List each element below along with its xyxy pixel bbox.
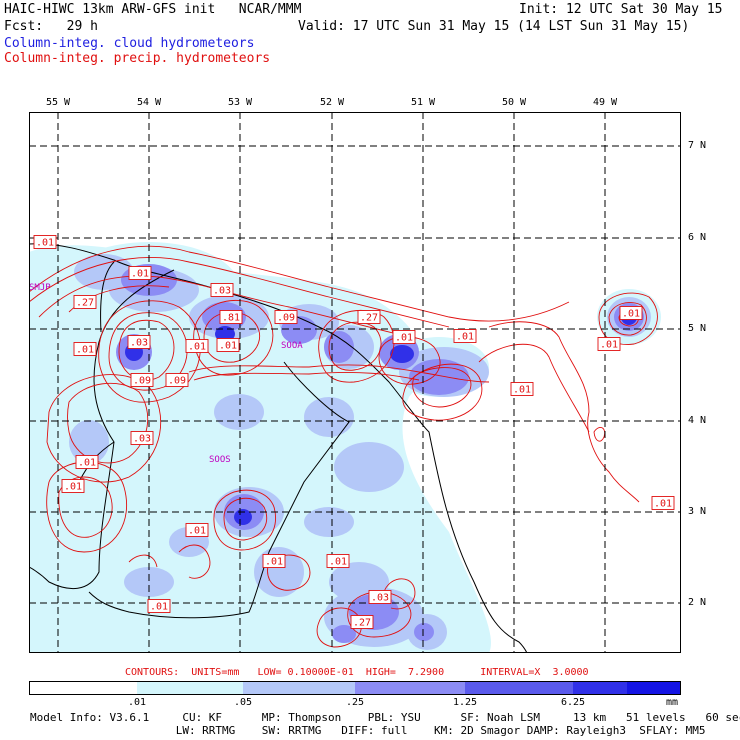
colorbar-tick: .25 [345,697,365,708]
contour-label: .01 [150,602,168,613]
contour-label: .01 [76,345,94,356]
colorbar-segment [627,681,681,695]
contour-label-box [73,342,97,356]
contour-label-box [147,599,171,613]
colorbar-segment [243,681,355,695]
contour-label-box [33,235,57,249]
contour-label-box [128,266,152,280]
contour-label: .03 [133,434,151,445]
contour-label-box [368,590,392,604]
contour-label: .01 [188,342,206,353]
contour-label: .01 [64,482,82,493]
colorbar-segment [465,681,573,695]
lat-label: 6 N [688,232,707,243]
contour-label-box [262,554,286,568]
colorbar-tick: 1.25 [452,697,478,708]
contour-label-box [185,523,209,537]
station-label: SOOA [281,341,303,351]
colorbar-units: mm [666,697,679,708]
contour-label-box [619,306,643,320]
contour-label: .01 [131,269,149,280]
lat-label: 2 N [688,597,707,608]
model-info-line2: LW: RRTMG SW: RRTMG DIFF: full KM: 2D Sm… [30,724,706,737]
contour-label: .01 [78,458,96,469]
contour-label-box [651,496,675,510]
contour-label: .01 [265,557,283,568]
contour-label-box [210,283,234,297]
contour-label: .01 [654,499,672,510]
lon-label: 51 W [410,97,436,108]
colorbar-tick: .01 [127,697,147,708]
contour-label-box [350,615,374,629]
contour-label: .27 [353,618,371,629]
contour-label-box [392,330,416,344]
contour-label-box [219,310,243,324]
contour-label: .27 [76,298,94,309]
legend-precip: Column-integ. precip. hydrometeors [4,51,271,66]
contour-label: .01 [329,557,347,568]
contour-label: .01 [395,333,413,344]
contour-label: .01 [36,238,54,249]
station-label: SOOS [209,455,231,465]
contour-label-box [510,382,534,396]
contour-label-box [326,554,350,568]
contour-label: .03 [213,286,231,297]
contour-label: .09 [277,313,295,324]
map-border [29,112,681,653]
contour-label-box [274,310,298,324]
contour-label: .01 [188,526,206,537]
header-valid: Valid: 17 UTC Sun 31 May 15 (14 LST Sun … [298,19,690,34]
contour-info: CONTOURS: UNITS=mm LOW= 0.10000E-01 HIGH… [125,667,589,678]
contour-label-box [130,373,154,387]
contour-label: .03 [130,338,148,349]
contour-label: .01 [622,309,640,320]
colorbar [29,681,681,695]
colorbar-segment [137,681,243,695]
lon-label: 50 W [501,97,527,108]
contour-label: .01 [513,385,531,396]
contour-labels: .01 .27 .01 .09 .09 .03 .01 .01 .01 .81 .09 .27 .01.… [33,235,675,629]
lat-label: 7 N [688,140,707,151]
contour-label-box [61,479,85,493]
contour-label: .09 [133,376,151,387]
lon-label: 53 W [227,97,253,108]
colorbar-segment [573,681,627,695]
contour-label-box [165,373,189,387]
lon-label: 55 W [45,97,71,108]
colorbar-tick: 6.25 [560,697,586,708]
lon-label: 52 W [319,97,345,108]
contour-label-box [185,339,209,353]
lon-label: 49 W [592,97,618,108]
contour-label-box [127,335,151,349]
header-init: Init: 12 UTC Sat 30 May 15 [519,2,723,17]
contour-label-box [75,455,99,469]
contour-label-box [597,337,621,351]
contour-label: .27 [360,313,378,324]
contour-label: .01 [219,341,237,352]
contour-label-box [216,338,240,352]
contour-label-box [453,329,477,343]
contour-label: .01 [456,332,474,343]
legend-cloud: Column-integ. cloud hydrometeors [4,36,255,51]
header-title: HAIC-HIWC 13km ARW-GFS init NCAR/MMM [4,2,302,17]
contour-label: .03 [371,593,389,604]
header-forecast: Fcst: 29 h [4,19,98,34]
colorbar-tick: .05 [233,697,253,708]
lat-label: 3 N [688,506,707,517]
lon-label: 54 W [136,97,162,108]
contour-label: .01 [600,340,618,351]
colorbar-segment [355,681,465,695]
lat-label: 5 N [688,323,707,334]
contour-label-box [73,295,97,309]
contour-label-box [357,310,381,324]
colorbar-segment [29,681,137,695]
contour-label: .09 [168,376,186,387]
contour-label-box [130,431,154,445]
lat-label: 4 N [688,415,707,426]
station-label: SMJP [29,283,51,293]
contour-label: .81 [222,313,240,324]
colorbar-border [29,681,681,695]
model-info-line1: Model Info: V3.6.1 CU: KF MP: Thompson P… [30,711,740,724]
forecast-map: .01 .27 .01 .09 .09 .03 .01 .01 .01 .81 .09 .27 .01.… [29,112,681,653]
